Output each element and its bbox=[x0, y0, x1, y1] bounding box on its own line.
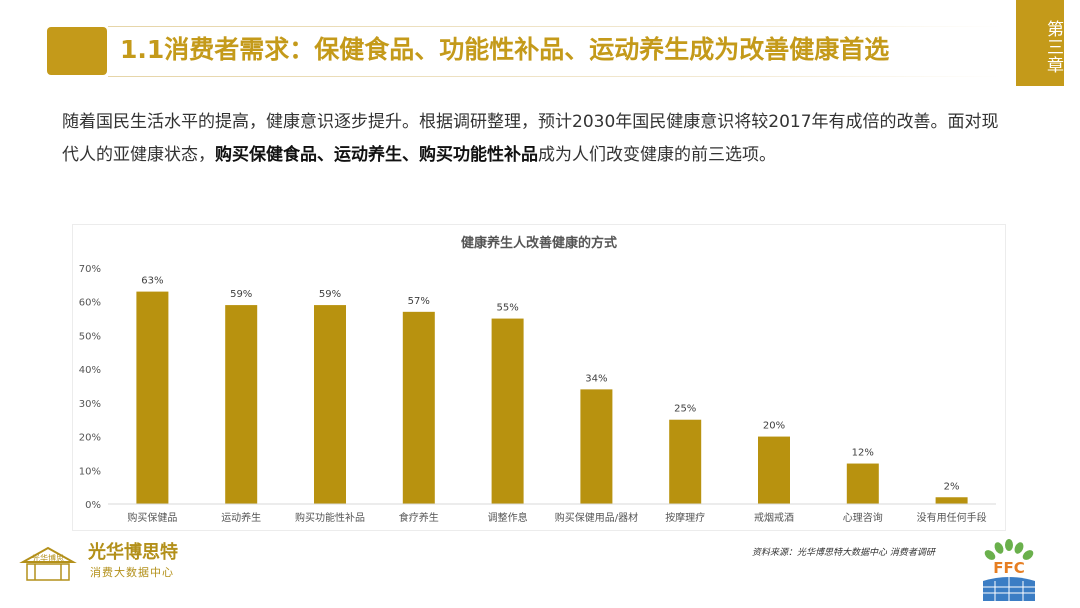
bar bbox=[758, 436, 790, 504]
intro-text-part1: 随着国民生活水平的提高，健康意识逐步提升。根据调研整理，预计2030年国民健康意… bbox=[62, 112, 999, 165]
intro-paragraph: 随着国民生活水平的提高，健康意识逐步提升。根据调研整理，预计2030年国民健康意… bbox=[62, 106, 1012, 172]
x-tick-label: 戒烟戒酒 bbox=[754, 511, 794, 524]
x-tick-label: 心理咨询 bbox=[843, 511, 883, 524]
y-tick-label: 50% bbox=[79, 331, 101, 342]
title-divider-bottom bbox=[108, 76, 1003, 77]
logo-right-text: FFC bbox=[993, 559, 1025, 577]
y-tick-label: 60% bbox=[79, 298, 101, 309]
x-tick-label: 购买保健用品/器材 bbox=[555, 511, 638, 524]
bar bbox=[935, 497, 968, 504]
bars: 63% 59% 59% 57% 55% 34% 25% 20% 12% 2% bbox=[136, 276, 968, 504]
ffc-logo-icon: FFC bbox=[983, 539, 1035, 601]
y-tick-label: 70% bbox=[79, 264, 101, 275]
y-tick-label: 40% bbox=[79, 365, 101, 376]
bar bbox=[136, 291, 169, 504]
y-tick-label: 0% bbox=[85, 500, 101, 511]
bar-value-label: 12% bbox=[852, 448, 874, 459]
bar-value-label: 20% bbox=[763, 421, 785, 432]
bar bbox=[225, 305, 258, 504]
bar-value-label: 55% bbox=[496, 303, 518, 314]
chart-title: 健康养生人改善健康的方式 bbox=[461, 235, 617, 251]
brand-name: 光华博思特 bbox=[88, 542, 178, 563]
bar-value-label: 59% bbox=[230, 289, 252, 300]
bar bbox=[491, 318, 524, 504]
bar bbox=[314, 305, 346, 504]
y-tick-label: 30% bbox=[79, 399, 101, 410]
chapter-tab[interactable]: 第三章 bbox=[1016, 0, 1064, 86]
x-tick-label: 食疗养生 bbox=[399, 511, 439, 524]
bar-value-label: 34% bbox=[585, 373, 607, 384]
x-tick-label: 按摩理疗 bbox=[665, 511, 705, 524]
x-tick-label: 没有用任何手段 bbox=[917, 511, 987, 524]
x-tick-label: 购买功能性补品 bbox=[295, 511, 365, 524]
page-title: 1.1消费者需求：保健食品、功能性补品、运动养生成为改善健康首选 bbox=[120, 35, 890, 64]
data-source-note: 资料来源：光华博思特大数据中心 消费者调研 bbox=[752, 548, 935, 558]
x-tick-label: 购买保健品 bbox=[127, 511, 177, 524]
y-tick-label: 20% bbox=[79, 433, 101, 444]
logo-left-text: 光华博思 bbox=[32, 553, 64, 563]
title-divider-top bbox=[108, 26, 1003, 27]
bar bbox=[402, 311, 435, 504]
bar bbox=[846, 463, 879, 504]
title-accent-block bbox=[47, 27, 107, 75]
brand-subtitle: 消费大数据中心 bbox=[90, 566, 174, 579]
bar-value-label: 57% bbox=[408, 296, 430, 307]
x-tick-label: 调整作息 bbox=[488, 511, 528, 524]
y-tick-label: 10% bbox=[79, 466, 101, 477]
x-axis: 购买保健品 运动养生 购买功能性补品 食疗养生 调整作息 购买保健用品/器材 按摩理疗 戒烟戒… bbox=[108, 503, 996, 524]
bar-value-label: 25% bbox=[674, 404, 696, 415]
bar-value-label: 59% bbox=[319, 289, 341, 300]
bar-value-label: 63% bbox=[141, 276, 163, 287]
bar bbox=[580, 389, 613, 504]
bar-value-label: 2% bbox=[944, 481, 960, 492]
intro-text-part2: 成为人们改变健康的前三选项。 bbox=[538, 145, 776, 165]
bar bbox=[669, 419, 702, 504]
x-tick-label: 运动养生 bbox=[221, 511, 261, 524]
y-axis: 0% 10% 20% 30% 40% 50% 60% 70% bbox=[79, 264, 101, 511]
brand-logo-icon: 光华博思 bbox=[19, 546, 77, 581]
intro-text-bold: 购买保健食品、运动养生、购买功能性补品 bbox=[215, 145, 538, 165]
